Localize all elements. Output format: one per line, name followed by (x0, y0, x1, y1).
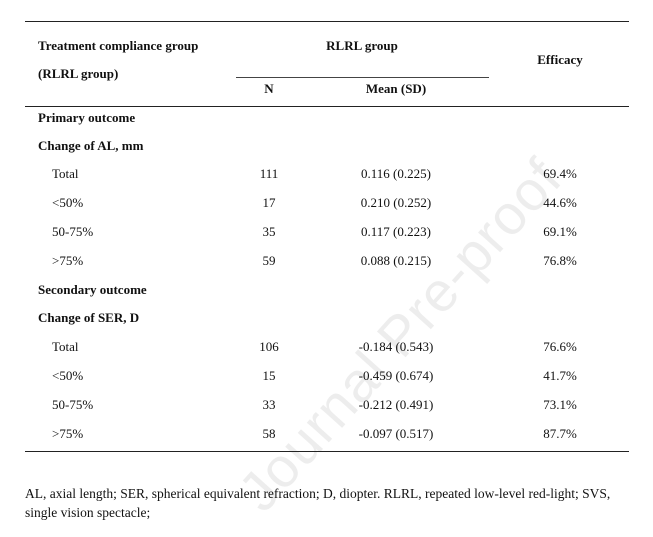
row-mean: -0.097 (0.517) (358, 426, 434, 441)
row-n: 35 (262, 224, 276, 239)
header-group-line2: (RLRL group) (38, 66, 119, 81)
section-title-secondary: Secondary outcome (38, 282, 147, 297)
row-label: >75% (52, 426, 84, 441)
table-footnote: AL, axial length; SER, spherical equival… (25, 486, 611, 520)
table-bottom-rule (25, 451, 629, 452)
row-label: <50% (52, 368, 84, 383)
header-group-line1: Treatment compliance group (38, 38, 199, 53)
row-n: 58 (262, 426, 276, 441)
row-n: 111 (259, 166, 279, 181)
section-subtitle-primary: Change of AL, mm (38, 138, 144, 153)
row-mean: 0.088 (0.215) (360, 253, 432, 268)
row-label: <50% (52, 195, 84, 210)
row-mean: 0.117 (0.223) (361, 224, 431, 239)
row-efficacy: 76.8% (543, 253, 577, 268)
row-efficacy: 44.6% (543, 195, 577, 210)
row-n: 15 (262, 368, 276, 383)
row-label: 50-75% (52, 224, 94, 239)
row-mean: -0.212 (0.491) (358, 397, 434, 412)
table-header-rule (25, 106, 629, 107)
table-top-rule (25, 21, 629, 22)
row-efficacy: 41.7% (543, 368, 577, 383)
row-efficacy: 69.1% (543, 224, 577, 239)
row-label: Total (52, 339, 79, 354)
row-n: 33 (262, 397, 276, 412)
row-mean: -0.184 (0.543) (358, 339, 434, 354)
row-efficacy: 69.4% (543, 166, 577, 181)
header-n: N (264, 81, 274, 96)
row-n: 106 (259, 339, 279, 354)
row-n: 59 (262, 253, 276, 268)
section-subtitle-secondary: Change of SER, D (38, 310, 140, 325)
row-mean: 0.116 (0.225) (361, 166, 431, 181)
header-rlrl-group: RLRL group (326, 38, 398, 53)
row-label: Total (52, 166, 79, 181)
rlrl-group-underline (236, 77, 489, 78)
row-mean: 0.210 (0.252) (360, 195, 432, 210)
row-mean: -0.459 (0.674) (358, 368, 434, 383)
row-label: >75% (52, 253, 84, 268)
row-efficacy: 87.7% (543, 426, 577, 441)
row-n: 17 (262, 195, 276, 210)
row-efficacy: 73.1% (543, 397, 577, 412)
section-title-primary: Primary outcome (38, 110, 136, 125)
header-mean-sd: Mean (SD) (365, 81, 427, 96)
header-efficacy: Efficacy (537, 52, 583, 67)
row-efficacy: 76.6% (543, 339, 577, 354)
row-label: 50-75% (52, 397, 94, 412)
